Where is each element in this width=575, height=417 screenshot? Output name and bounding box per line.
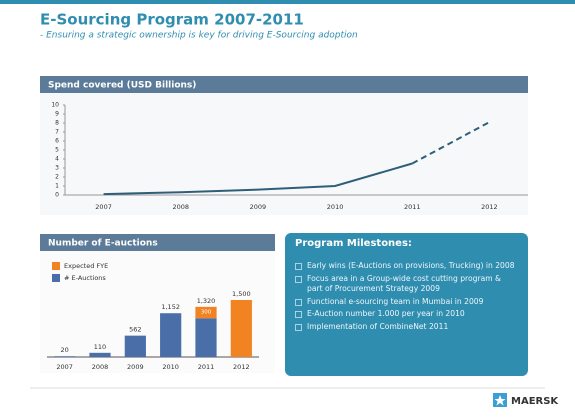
milestone-item: Focus area in a Group-wide cost cutting … — [295, 274, 518, 295]
y-tick-label: 4 — [55, 156, 59, 163]
x-tick-label: 2007 — [56, 363, 73, 371]
panel — [40, 93, 528, 215]
legend-swatch — [52, 262, 60, 270]
x-tick-label: 2007 — [95, 203, 112, 211]
milestone-item: Functional e-sourcing team in Mumbai in … — [295, 297, 518, 308]
chart-title: Spend covered (USD Billions) — [48, 81, 196, 91]
x-tick-label: 2012 — [233, 363, 250, 371]
total-label: 1,152 — [161, 303, 180, 311]
segment-label: 300 — [201, 309, 212, 315]
y-tick-label: 9 — [55, 111, 59, 118]
legend-label: # E-Auctions — [64, 274, 106, 282]
top-strip — [0, 0, 575, 4]
logo-text: MAERSK — [511, 396, 559, 407]
line-series — [411, 121, 490, 165]
page-title: E-Sourcing Program 2007-2011 — [40, 11, 304, 29]
y-tick-label: 6 — [55, 138, 59, 145]
x-tick-label: 2010 — [162, 363, 179, 371]
x-tick-label: 2010 — [327, 203, 344, 211]
y-tick-label: 3 — [55, 165, 59, 172]
total-label: 562 — [129, 326, 141, 334]
bar — [124, 335, 146, 357]
total-label: 110 — [94, 343, 106, 351]
x-tick-label: 2011 — [404, 203, 421, 211]
y-tick-label: 0 — [55, 192, 59, 199]
legend-swatch — [52, 274, 60, 282]
total-label: 1,500 — [232, 290, 251, 298]
panel-header — [40, 76, 528, 93]
milestones-title: Program Milestones: — [295, 238, 412, 249]
y-tick-label: 7 — [55, 129, 59, 136]
milestone-item: Implementation of CombineNet 2011 — [295, 322, 518, 333]
bar — [195, 306, 217, 319]
x-tick-label: 2009 — [127, 363, 144, 371]
total-label: 1,320 — [197, 297, 216, 305]
chart-title: Number of E-auctions — [48, 239, 158, 249]
y-tick-label: 5 — [55, 147, 59, 154]
line-series — [103, 162, 413, 196]
bar — [160, 313, 182, 357]
x-tick-label: 2011 — [198, 363, 215, 371]
total-label: 20 — [61, 346, 69, 354]
bar — [195, 318, 217, 357]
x-tick-label: 2008 — [172, 203, 189, 211]
y-tick-label: 8 — [55, 120, 59, 127]
bar — [54, 356, 76, 357]
panel-header — [40, 234, 275, 251]
x-tick-label: 2009 — [250, 203, 267, 211]
bar — [230, 300, 252, 357]
y-tick-label: 1 — [55, 183, 59, 190]
milestone-item: Early wins (E-Auctions on provisions, Tr… — [295, 261, 518, 272]
milestones-list: Early wins (E-Auctions on provisions, Tr… — [295, 261, 518, 332]
bar — [89, 352, 111, 357]
y-tick-label: 2 — [55, 174, 59, 181]
milestones-panel: Program Milestones: Early wins (E-Auctio… — [285, 233, 528, 376]
x-tick-label: 2012 — [481, 203, 498, 211]
page-subtitle: - Ensuring a strategic ownership is key … — [40, 31, 358, 41]
logo-star — [494, 395, 506, 406]
x-tick-label: 2008 — [92, 363, 109, 371]
y-tick-label: 10 — [51, 102, 59, 109]
milestone-item: E-Auction number 1.000 per year in 2010 — [295, 309, 518, 320]
legend-label: Expected FYE — [64, 262, 108, 270]
